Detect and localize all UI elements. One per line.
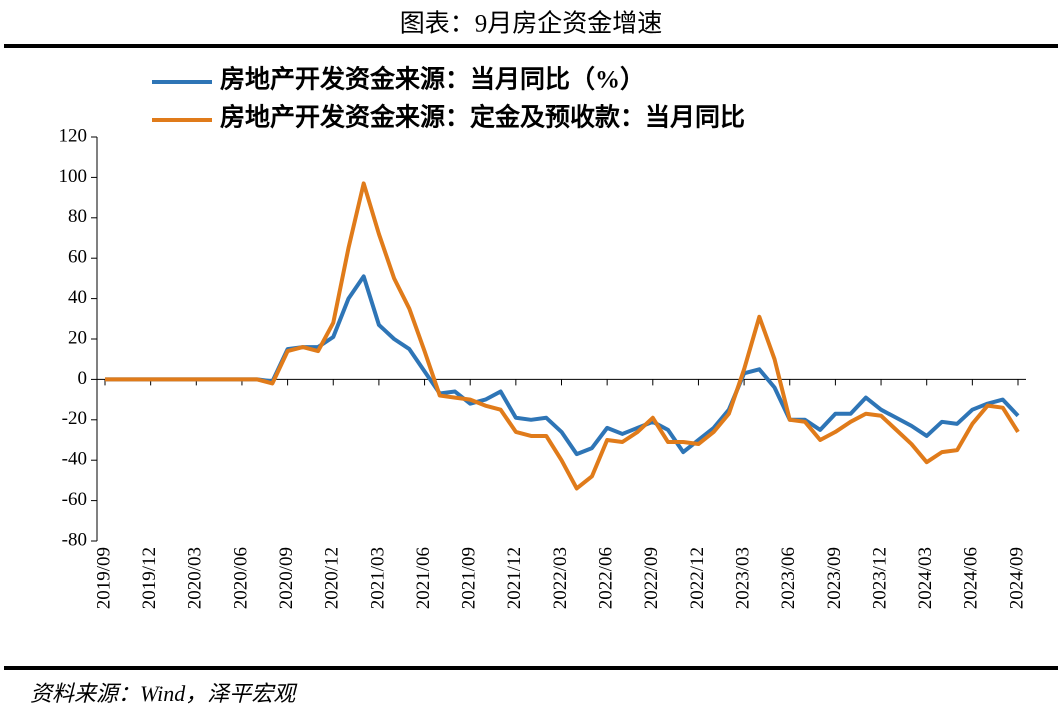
y-tick-label: -80 xyxy=(62,529,87,550)
legend-label: 房地产开发资金来源：定金及预收款：当月同比 xyxy=(220,103,745,132)
x-tick-label: 2019/12 xyxy=(139,547,160,609)
x-tick-label: 2024/06 xyxy=(961,547,982,609)
y-tick-label: 100 xyxy=(59,166,88,187)
y-tick-label: -20 xyxy=(62,408,87,429)
y-tick-label: 60 xyxy=(68,247,87,268)
x-tick-label: 2023/06 xyxy=(778,547,799,609)
x-tick-label: 2021/09 xyxy=(459,547,480,609)
x-tick-label: 2021/12 xyxy=(504,547,525,609)
x-tick-label: 2021/03 xyxy=(367,547,388,609)
y-tick-label: -40 xyxy=(62,449,87,470)
x-tick-label: 2022/12 xyxy=(687,547,708,609)
y-tick-label: 120 xyxy=(59,125,88,146)
x-tick-label: 2019/09 xyxy=(93,547,114,609)
x-tick-label: 2022/03 xyxy=(550,547,571,609)
legend-label: 房地产开发资金来源：当月同比（%） xyxy=(220,65,645,94)
x-tick-label: 2024/03 xyxy=(915,547,936,609)
x-tick-label: 2020/09 xyxy=(276,547,297,609)
source: 资料来源：Wind，泽平宏观 xyxy=(30,681,298,706)
y-tick-label: 20 xyxy=(68,327,87,348)
x-tick-label: 2023/09 xyxy=(824,547,845,609)
y-tick-label: 0 xyxy=(78,368,88,389)
x-tick-label: 2023/12 xyxy=(869,547,890,609)
x-tick-label: 2022/06 xyxy=(596,547,617,609)
x-tick-label: 2021/06 xyxy=(413,547,434,609)
x-tick-label: 2024/09 xyxy=(1006,547,1027,609)
x-tick-label: 2023/03 xyxy=(732,547,753,609)
x-tick-label: 2022/09 xyxy=(641,547,662,609)
x-tick-label: 2020/03 xyxy=(185,547,206,609)
y-tick-label: 80 xyxy=(68,206,87,227)
top-rule xyxy=(4,44,1058,48)
series-line xyxy=(105,181,1020,491)
series-line xyxy=(105,274,1020,457)
y-tick-label: 40 xyxy=(68,287,87,308)
bottom-rule xyxy=(4,666,1058,670)
x-tick-label: 2020/12 xyxy=(322,547,343,609)
x-tick-label: 2020/06 xyxy=(230,547,251,609)
chart-title: 图表：9月房企资金增速 xyxy=(400,10,663,38)
y-tick-label: -60 xyxy=(62,489,87,510)
